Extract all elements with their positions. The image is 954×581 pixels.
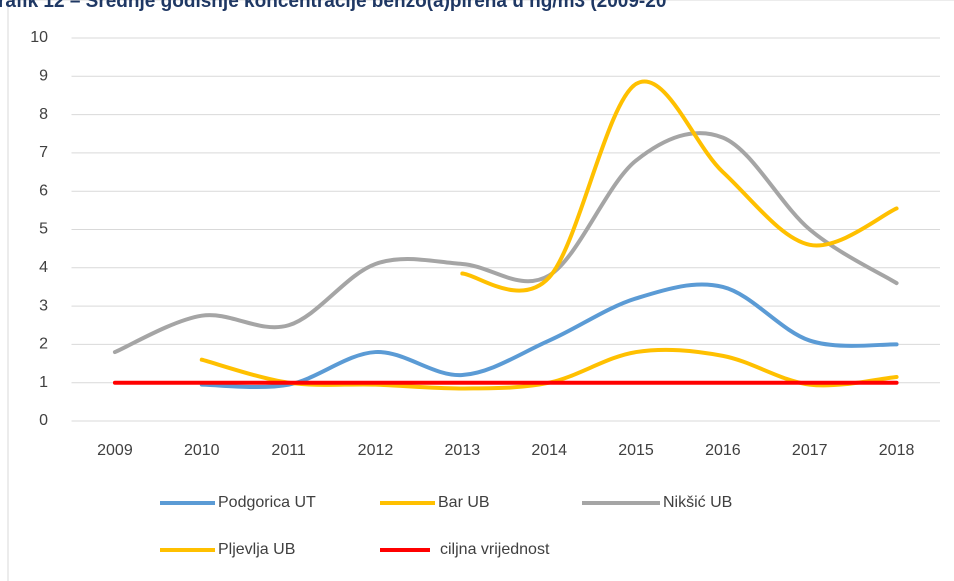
series-line [199,282,899,390]
x-tick-label: 2011 [271,442,306,459]
x-tick-label: 2010 [184,442,220,459]
legend-label: Pljevlja UB [218,541,295,558]
chart-title: rafik 12 – Srednje godišnje koncentracij… [0,0,666,12]
series-line [460,79,899,293]
y-tick-label: 8 [39,106,48,123]
legend-label: Podgorica UT [218,494,316,511]
x-tick-label: 2018 [879,442,915,459]
series-line [112,131,899,355]
legend-label: Bar UB [438,494,490,511]
chart-frame [7,0,954,581]
x-tick-label: 2012 [358,442,394,459]
y-tick-label: 0 [39,412,48,429]
legend-label: Nikšić UB [663,494,732,511]
y-tick-label: 9 [39,68,48,85]
y-tick-label: 2 [39,336,48,353]
y-tick-label: 3 [39,297,48,314]
x-tick-label: 2009 [97,442,133,459]
y-tick-label: 7 [39,144,48,161]
x-tick-label: 2016 [705,442,741,459]
y-tick-label: 6 [39,182,48,199]
x-tick-label: 2014 [531,442,567,459]
y-tick-label: 4 [39,259,48,276]
x-tick-label: 2013 [445,442,481,459]
y-tick-label: 10 [30,29,48,46]
y-tick-label: 1 [39,374,48,391]
x-tick-label: 2017 [792,442,828,459]
y-tick-label: 5 [39,221,48,238]
x-tick-label: 2015 [618,442,654,459]
legend-label: ciljna vrijednost [440,541,550,558]
